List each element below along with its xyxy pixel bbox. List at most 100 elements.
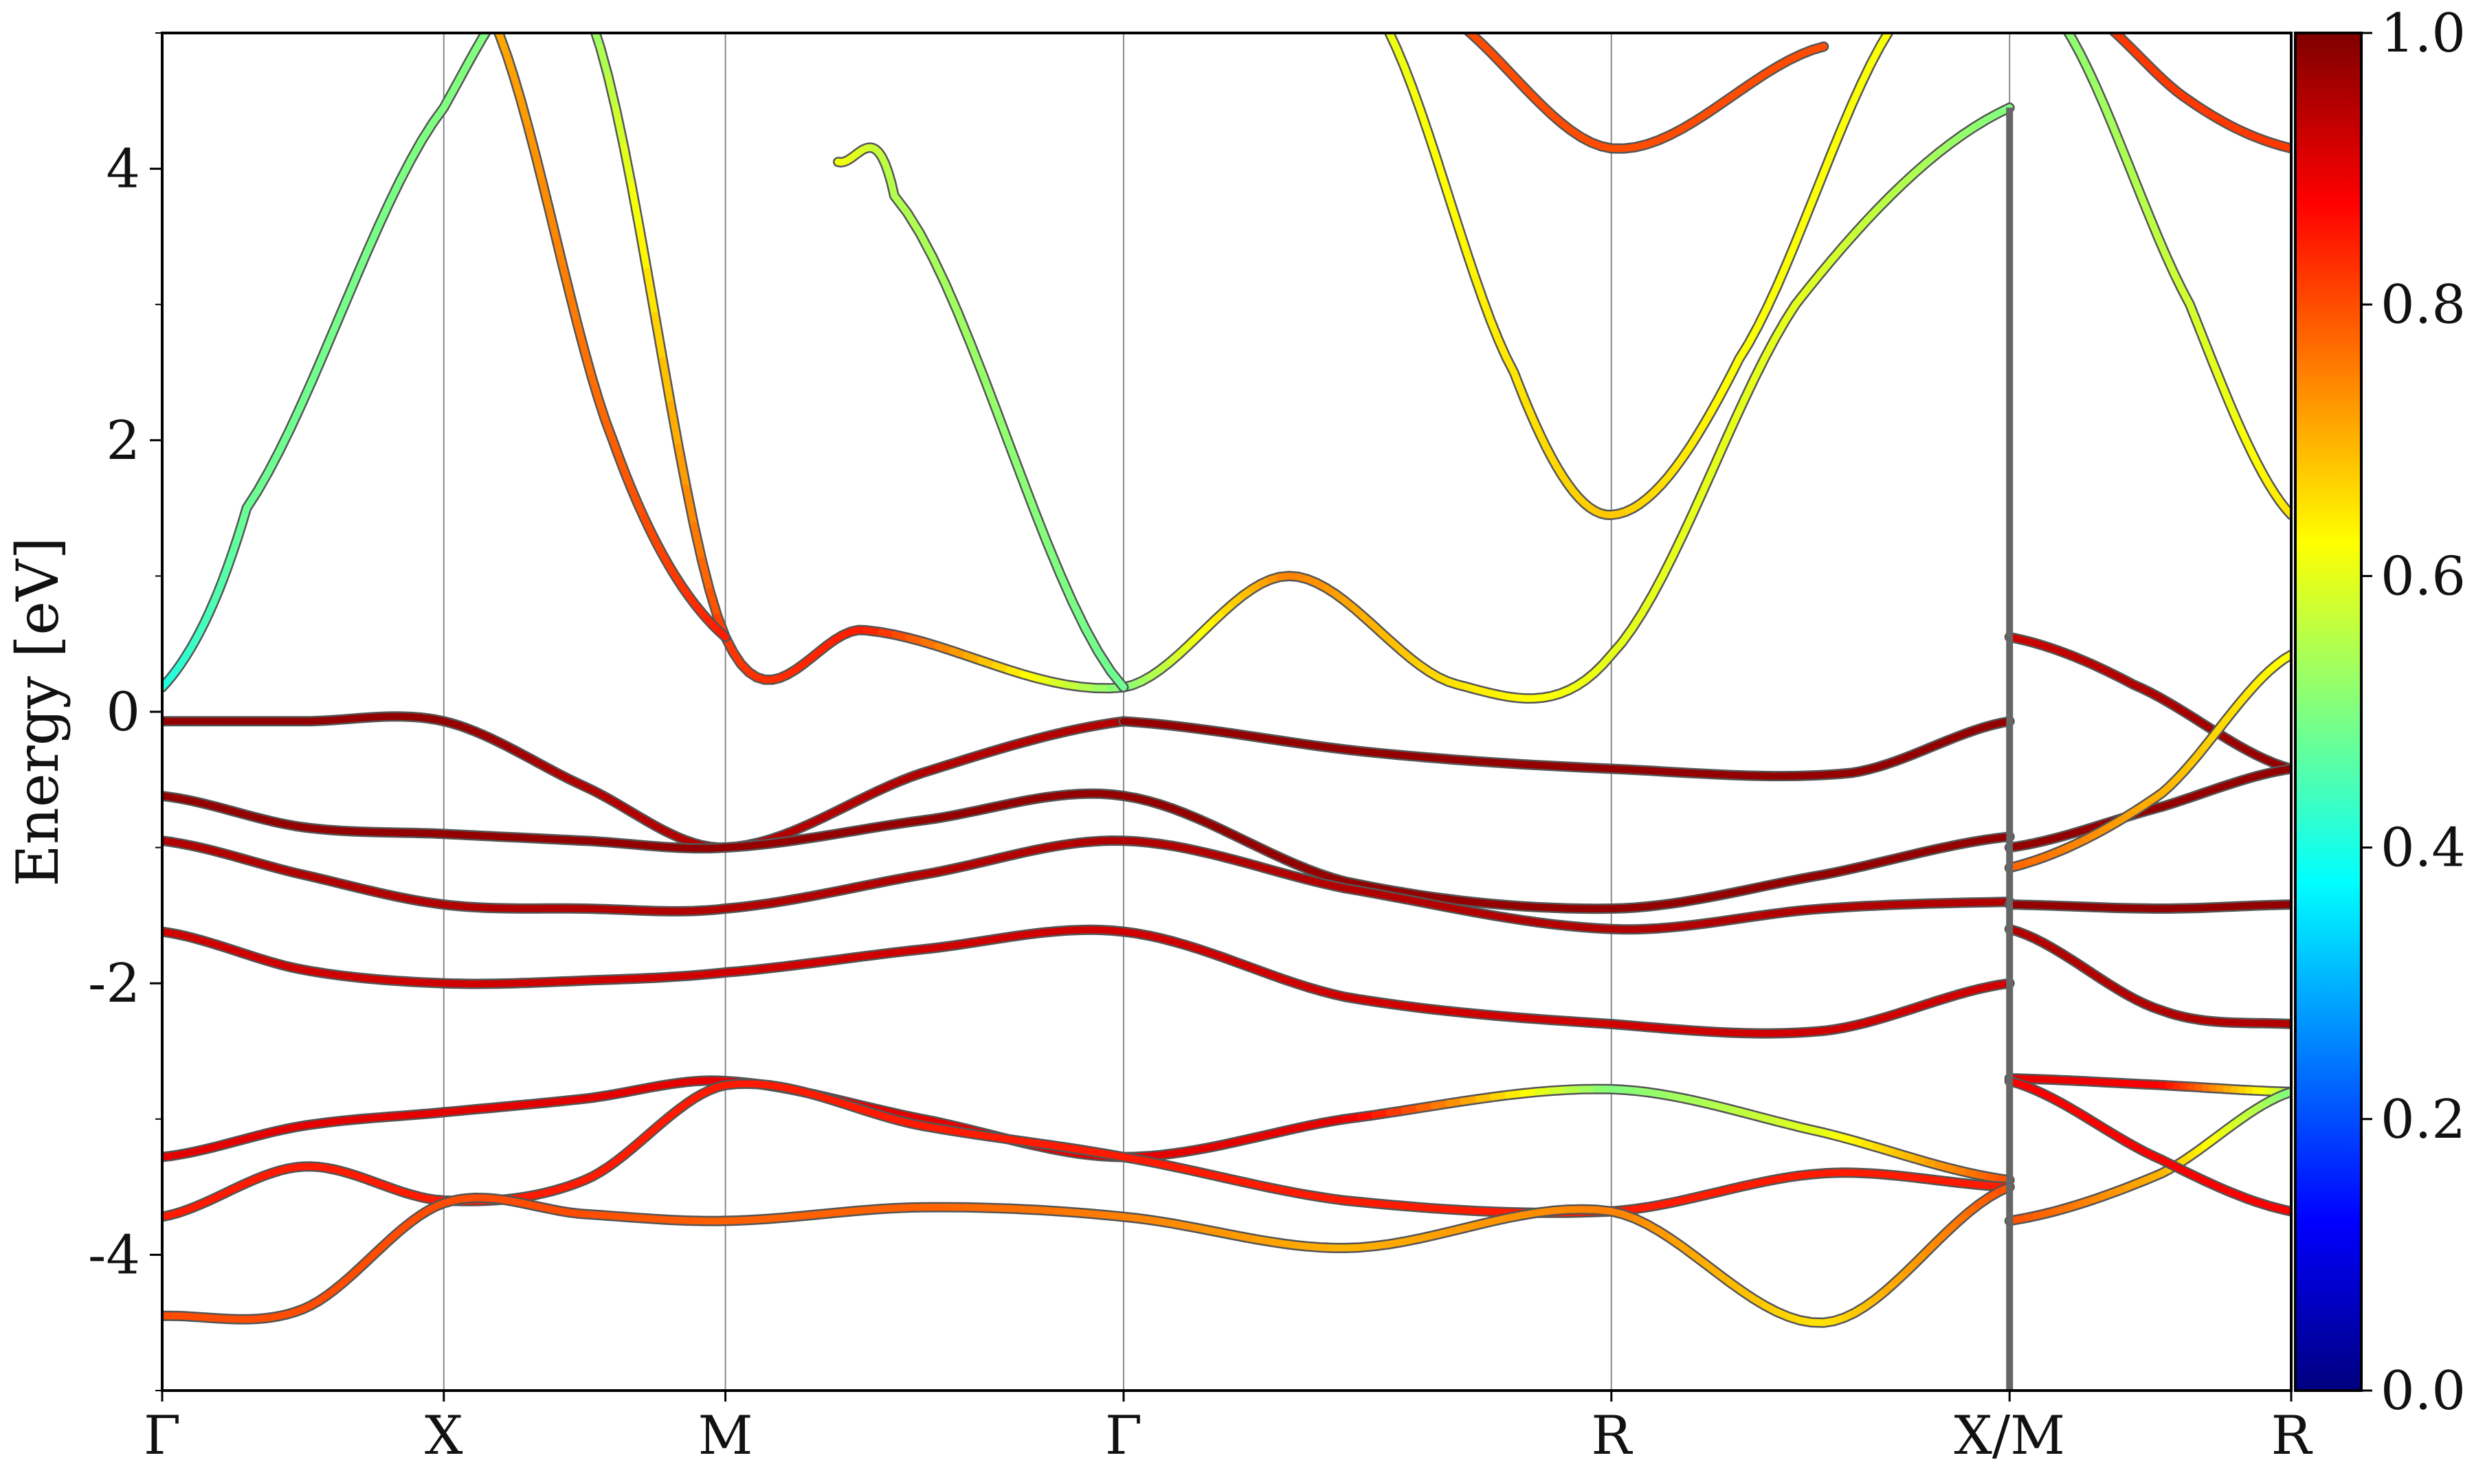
band-segment [506, 0, 514, 1]
band-segment [2096, 16, 2102, 21]
band-segment [604, 72, 620, 113]
band-segment [628, 182, 643, 232]
band-segment [1741, 374, 1759, 403]
band-series [2049, 6, 2291, 520]
band-segment [1820, 146, 1837, 177]
band-segment [546, 207, 560, 243]
band-segment [1763, 283, 1781, 311]
band-segment [1710, 440, 1728, 471]
band-segment [1659, 552, 1677, 580]
band-segment [941, 280, 962, 317]
band-series [162, 924, 2015, 1039]
band-segment [1801, 192, 1818, 223]
band-segment [486, 6, 493, 20]
band-outline [833, 142, 1129, 693]
band-series [162, 1075, 2015, 1186]
band-series [2004, 763, 2291, 853]
band-segment [651, 312, 667, 364]
colorbar-tick-label: 0.6 [2381, 546, 2466, 607]
band-segment [1373, 6, 1381, 18]
x-tick-label: R [1591, 1405, 1633, 1467]
band-segment [612, 105, 627, 150]
band-segment [364, 223, 382, 256]
band-lines [162, 0, 2291, 1391]
band-segment [491, 12, 498, 24]
band-series [2004, 649, 2291, 873]
band-segment [1447, 201, 1463, 233]
band-segment [1680, 509, 1697, 539]
y-tick-label: 0 [106, 682, 140, 743]
band-segment [559, 265, 575, 301]
x-tick-label: Γ [144, 1405, 181, 1467]
band-series [2077, 6, 2291, 154]
band-series [2004, 923, 2291, 1029]
band-segment [298, 376, 316, 408]
colorbar-tick-label: 0.8 [2381, 274, 2466, 336]
band-segment [1385, 33, 1392, 36]
x-tick-label: R [2271, 1405, 2313, 1467]
band-segment [309, 351, 327, 384]
band-segment [1792, 216, 1809, 247]
colorbar: 0.0 0.2 0.4 0.6 0.8 1.0 [2294, 3, 2466, 1422]
band-segment [636, 224, 651, 275]
band-segment [1754, 304, 1771, 330]
band-series [2004, 899, 2291, 914]
band-segment [1858, 60, 1874, 87]
band-segment [553, 236, 567, 272]
band-segment [2077, 6, 2084, 9]
y-tick-label: 4 [106, 139, 140, 201]
band-segment [2057, 15, 2064, 26]
band-series [162, 1078, 2015, 1222]
band-segment [1424, 128, 1440, 159]
band-segment [2049, 6, 2057, 16]
band-segment [1018, 474, 1038, 515]
band-segment [1429, 6, 1440, 11]
band-segment [698, 556, 713, 595]
band-segment [1401, 63, 1416, 91]
band-segment [992, 406, 1013, 447]
colorbar-tick-label: 0.0 [2381, 1360, 2466, 1422]
band-segment [691, 522, 706, 564]
band-segment [577, 0, 584, 6]
band-series [2004, 1076, 2291, 1217]
band-segment [539, 179, 553, 214]
band-segment [517, 98, 532, 131]
band-segment [595, 396, 610, 425]
band-segment [1005, 440, 1025, 481]
band-segment [397, 156, 414, 185]
band-segment [715, 628, 729, 641]
band-segment [1811, 169, 1827, 200]
band-series [1118, 716, 2015, 782]
band-segment [375, 200, 393, 231]
band-segment [479, 33, 490, 41]
band-series [162, 788, 2015, 914]
band-segment [1463, 249, 1479, 280]
band-segment [1829, 123, 1847, 153]
band-segment [1432, 152, 1447, 184]
band-segment [511, 74, 525, 105]
band-segment [955, 309, 974, 348]
band-segment [567, 293, 581, 328]
band-series [2004, 1073, 2291, 1097]
band-segment [1689, 486, 1707, 517]
band-segment [1107, 668, 1127, 691]
band-segment [1095, 648, 1115, 675]
x-tick-label: X [425, 1405, 463, 1467]
band-segment [667, 401, 682, 451]
band-segment [1808, 43, 1827, 54]
band-segment [1899, 6, 1908, 17]
band-segment [620, 142, 635, 190]
band-segment [588, 373, 603, 404]
band-segment [659, 357, 674, 408]
band-segment [1730, 396, 1748, 425]
band-segment [386, 177, 403, 207]
band-series [833, 142, 1129, 693]
band-segment [342, 273, 360, 307]
band-segment [1479, 295, 1494, 324]
band-segment [1886, 33, 1893, 34]
band-segment [706, 587, 722, 620]
band-series [162, 1182, 2015, 1328]
band-segment [1456, 225, 1471, 257]
band-segment [675, 443, 690, 491]
